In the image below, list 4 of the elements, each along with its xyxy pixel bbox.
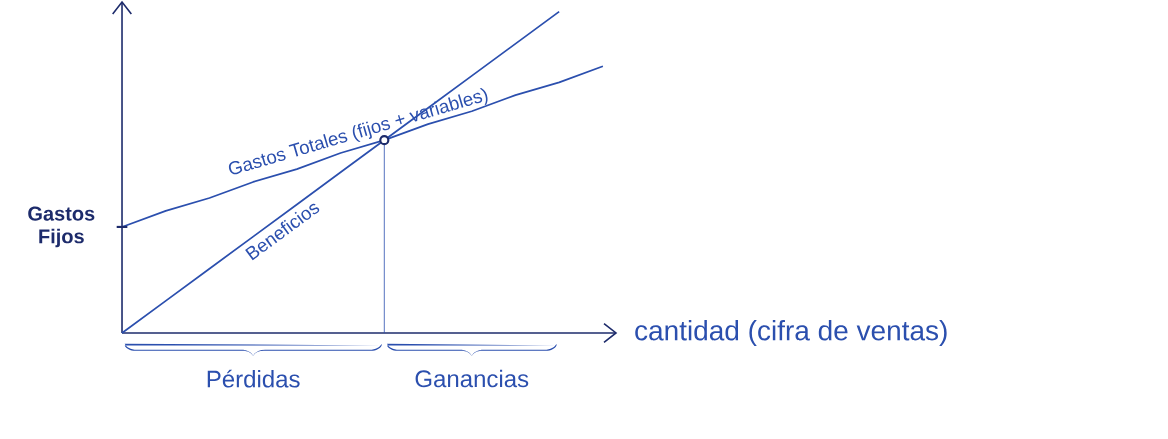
x-axis-title: cantidad (cifra de ventas) [635, 319, 947, 347]
text: Ganancias [415, 369, 529, 388]
text: Gastos Fijos [28, 206, 95, 248]
text: Pérdidas [207, 369, 300, 388]
